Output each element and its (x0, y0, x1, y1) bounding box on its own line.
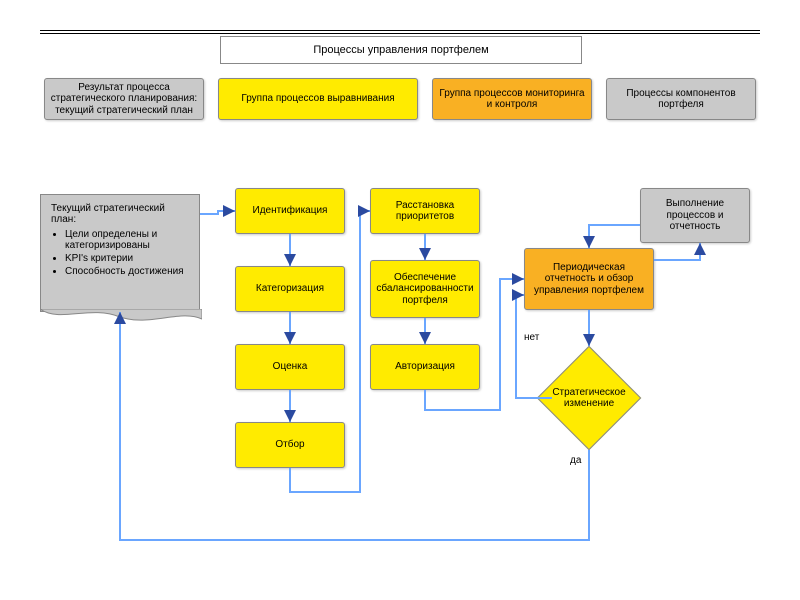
side-note-bullet: Цели определены и категоризированы (65, 229, 189, 251)
decision-label: Стратегическое изменение (534, 361, 645, 435)
node-balance: Обеспечение сбалансированности портфеля (370, 260, 480, 318)
top-rule-2 (40, 33, 760, 34)
legend-result: Результат процесса стратегического плани… (44, 78, 204, 120)
side-note-bullet: Способность достижения (65, 266, 189, 277)
node-prior: Расстановка приоритетов (370, 188, 480, 234)
legend-align: Группа процессов выравнивания (218, 78, 418, 120)
legend-comp: Процессы компонентов портфеля (606, 78, 756, 120)
torn-edge (40, 309, 202, 325)
node-report: Периодическая отчетность и обзор управле… (524, 248, 654, 310)
flowchart-stage: Процессы управления портфелем Результат … (0, 0, 800, 600)
edge-report-exec (654, 243, 700, 260)
side-note-title: Текущий стратегический план: (51, 203, 189, 225)
edge-exec-report (589, 225, 640, 248)
node-ident: Идентификация (235, 188, 345, 234)
node-auth: Авторизация (370, 344, 480, 390)
node-exec: Выполнение процессов и отчетность (640, 188, 750, 243)
strategic-plan-note: Текущий стратегический план: Цели опреде… (40, 194, 200, 312)
decision-strategic-change: Стратегическое изменение (552, 361, 626, 435)
side-note-bullet: KPI's критерии (65, 253, 189, 264)
legend-monitor: Группа процессов мониторинга и контроля (432, 78, 592, 120)
node-otbor: Отбор (235, 422, 345, 468)
side-note-list: Цели определены и категоризированы KPI's … (65, 229, 189, 277)
node-ocenka: Оценка (235, 344, 345, 390)
node-categ: Категоризация (235, 266, 345, 312)
edge-decision-yes-side_note (120, 312, 589, 540)
diagram-title-text: Процессы управления портфелем (313, 44, 488, 56)
edge-side_note-ident (200, 211, 235, 214)
edge-label: нет (524, 332, 539, 343)
diagram-title: Процессы управления портфелем (220, 36, 582, 64)
edge-label: да (570, 455, 581, 466)
top-rule-1 (40, 30, 760, 31)
